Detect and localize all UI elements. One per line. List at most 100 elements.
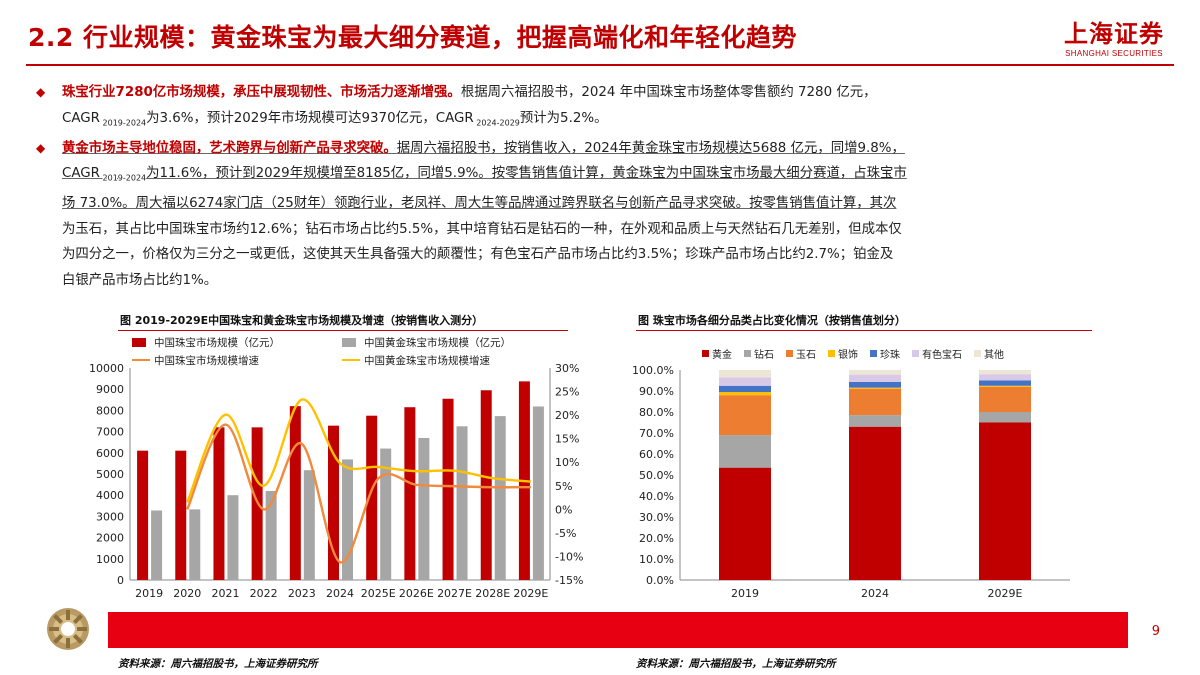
bullet-1-headline: 珠宝行业7280亿市场规模，承压中展现韧性、市场活力逐渐增强。 xyxy=(62,85,461,100)
y-tick-label: 6000 xyxy=(96,447,124,460)
bar-gold xyxy=(151,510,163,580)
y2-tick-label: 0% xyxy=(555,503,572,516)
x-tick-label: 2021 xyxy=(211,587,239,600)
legend-swatch xyxy=(342,338,356,347)
stack-segment xyxy=(719,392,771,396)
bar-gold xyxy=(227,495,239,580)
x-tick-label: 2024 xyxy=(861,587,889,600)
title-divider xyxy=(26,64,1174,66)
medallion-logo-icon xyxy=(47,608,89,650)
bar-jewelry xyxy=(175,450,187,580)
chart-2-stacked: 0.0% 10.0% 20.0% 30.0% 40.0% 50.0% 60.0% 70.0% 8… xyxy=(632,348,1070,600)
y2-tick-label: 10% xyxy=(555,456,579,469)
legend-swatch xyxy=(786,350,793,357)
stack-segment xyxy=(849,415,901,427)
stack-segment xyxy=(849,387,901,389)
bar-jewelry xyxy=(289,406,301,580)
bar-jewelry xyxy=(328,425,339,580)
stack-segment xyxy=(979,385,1031,387)
bullet-2-text-6: 白银产品市场占比约1%。 xyxy=(62,272,218,288)
stack-segment xyxy=(979,422,1031,580)
y-tick-label: 50.0% xyxy=(639,469,674,482)
y2-tick-label: -15% xyxy=(555,574,583,587)
line-gold-growth xyxy=(186,398,532,503)
bullet-1-cagr: CAGR xyxy=(62,110,100,126)
x-tick-label: 2024 xyxy=(326,587,354,600)
legend-label: 中国黄金珠宝市场规模（亿元） xyxy=(364,336,511,349)
chart-1-title-rule xyxy=(118,330,568,331)
legend-swatch xyxy=(702,350,709,357)
bar-jewelry xyxy=(366,415,378,580)
y-tick-label: 10.0% xyxy=(639,553,674,566)
y-tick-label: 70.0% xyxy=(639,427,674,440)
legend-swatch xyxy=(132,338,146,347)
stack-segment xyxy=(849,426,901,580)
x-tick-label: 2020 xyxy=(173,587,201,600)
legend-swatch xyxy=(744,350,751,357)
chart-1-combo: 0 1000 2000 3000 4000 5000 6000 7000 8000 9000 100… xyxy=(89,336,583,600)
bullet-1-text-3: 预计为5.2%。 xyxy=(519,110,608,126)
stack-segment xyxy=(979,374,1031,381)
y2-tick-label: -5% xyxy=(555,527,576,540)
bullet-list: ◆ 珠宝行业7280亿市场规模，承压中展现韧性、市场活力逐渐增强。根据周六福招股… xyxy=(34,80,1164,293)
y-tick-label: 80.0% xyxy=(639,406,674,419)
stack-segment xyxy=(849,381,901,388)
line-jewelry-growth xyxy=(186,423,531,564)
x-tick-label: 2022 xyxy=(250,587,278,600)
stack-segment xyxy=(719,370,771,378)
brand-logo: 上海证券 SHANGHAI SECURITIES xyxy=(1064,14,1164,58)
bar-gold xyxy=(532,406,544,580)
x-tick-label: 2019 xyxy=(731,587,759,600)
stack-segment xyxy=(979,412,1031,423)
bar-gold xyxy=(189,509,201,580)
y-tick-label: 40.0% xyxy=(639,490,674,503)
bullet-1-text: 根据周六福招股书，2024 年中国珠宝市场整体零售额约 7280 亿元， xyxy=(460,85,877,100)
page-title: 2.2 行业规模：黄金珠宝为最大细分赛道，把握高端化和年轻化趋势 xyxy=(28,23,797,52)
stack-segment xyxy=(849,388,901,416)
x-tick-label: 2029E xyxy=(988,587,1023,600)
chart-2-source: 资料来源：周六福招股书，上海证券研究所 xyxy=(636,658,836,670)
stack-segment xyxy=(719,435,771,468)
chart-1-source: 资料来源：周六福招股书，上海证券研究所 xyxy=(118,658,318,670)
y-tick-label: 3000 xyxy=(96,510,124,523)
bullet-2-text-5: 为四分之一，价格仅为三分之一或更低，这使其天生具备强大的颠覆性；有色宝石产品市场… xyxy=(62,247,894,263)
bar-gold xyxy=(380,448,392,580)
bullet-1-text-2: 为3.6%，预计2029年市场规模可达9370亿元，CAGR xyxy=(146,110,474,126)
y2-tick-label: 20% xyxy=(555,409,579,422)
bullet-2-headline: 黄金市场主导地位稳固，艺术跨界与创新产品寻求突破。 xyxy=(62,140,397,156)
bullet-2-text-4: 为玉石，其占比中国珠宝市场约12.6%；钻石市场占比约5.5%，其中培育钻石是钻… xyxy=(62,221,902,237)
stack-segment xyxy=(979,380,1031,386)
y-tick-label: 1000 xyxy=(96,553,124,566)
x-tick-label: 2025E xyxy=(361,587,396,600)
y2-tick-label: 30% xyxy=(555,362,579,375)
y-tick-label: 8000 xyxy=(96,404,124,417)
y-tick-label: 2000 xyxy=(96,532,124,545)
x-tick-label: 2023 xyxy=(288,587,316,600)
bar-gold xyxy=(456,426,468,580)
y-tick-label: 5000 xyxy=(96,468,124,481)
stack-segment xyxy=(849,370,901,375)
bullet-2-text-2: 为11.6%，预计到2029年规模增至8185亿，同增5.9%。按零售销售值计算… xyxy=(146,166,907,182)
bar-jewelry xyxy=(442,398,454,580)
y-tick-label: 10000 xyxy=(89,362,124,375)
legend-label: 其他 xyxy=(984,348,1004,361)
diamond-bullet-icon: ◆ xyxy=(36,140,46,155)
bar-jewelry xyxy=(480,390,492,580)
y-tick-label: 9000 xyxy=(96,383,124,396)
y-tick-label: 0 xyxy=(117,574,124,587)
legend-label: 珍珠 xyxy=(880,348,900,361)
chart-2-title-rule xyxy=(636,330,1092,331)
bullet-2-text-3: 场 73.0%。周大福以6274家门店（25财年）领跑行业，老凤祥、周大生等品牌… xyxy=(62,196,897,212)
y-tick-label: 0.0% xyxy=(646,574,674,587)
stack-segment xyxy=(849,374,901,382)
x-tick-label: 2028E xyxy=(475,587,510,600)
bar-jewelry xyxy=(404,407,416,580)
page-number: 9 xyxy=(1151,624,1160,639)
x-tick-label: 2029E xyxy=(513,587,548,600)
bar-gold xyxy=(303,470,315,580)
diamond-bullet-icon: ◆ xyxy=(36,85,46,99)
y2-tick-label: 25% xyxy=(555,386,579,399)
bullet-2-sub: 2019-2024 xyxy=(99,173,147,183)
stack-segment xyxy=(979,370,1031,375)
y-tick-label: 30.0% xyxy=(639,511,674,524)
